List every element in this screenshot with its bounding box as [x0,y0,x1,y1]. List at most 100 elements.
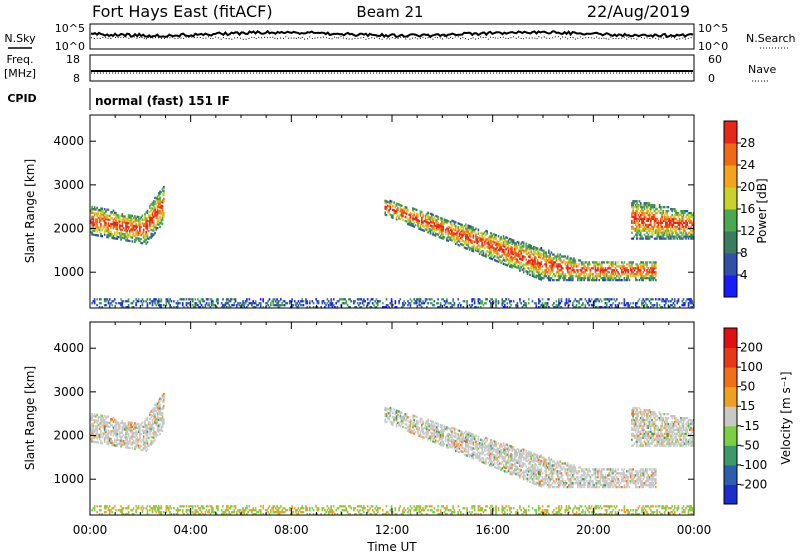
power-cell [520,266,523,269]
power-cell [441,225,443,228]
velocity-cell [144,441,146,444]
velocity-cell [412,416,414,419]
power-cell [386,304,389,307]
power-cell [92,300,95,303]
power-cell [457,243,460,247]
power-cell [161,201,164,204]
power-cell [571,259,574,262]
velocity-cell [498,452,501,455]
power-cell [385,304,388,307]
velocity-cell [154,431,156,434]
velocity-cell [117,425,120,428]
power-cell [432,231,434,234]
power-cell [471,304,473,307]
power-cell [444,228,447,232]
power-cell [682,233,685,236]
power-cell [636,229,638,232]
power-cell [464,237,467,240]
power-cell [632,237,634,240]
power-cell [531,253,534,256]
power-cell [327,300,330,303]
power-cell [512,251,515,254]
velocity-cell [510,465,512,468]
velocity-cell [123,444,126,447]
power-cell [648,204,651,207]
power-cell [155,197,158,200]
power-cell [473,229,476,232]
power-cell [615,306,618,309]
power-cell [100,219,102,222]
velocity-cell [493,462,496,465]
velocity-cell [145,424,148,427]
power-cell [129,214,131,217]
power-cell [690,298,692,301]
velocity-cell [145,432,148,435]
power-cell [433,228,436,231]
power-cell [131,230,134,233]
power-cell [409,221,412,225]
power-cell [157,201,160,205]
power-cell [511,250,514,253]
power-cell [641,219,643,223]
velocity-cell [443,427,446,430]
power-cell [176,302,179,305]
power-cell [151,213,154,216]
power-cell [678,219,681,223]
power-cell [321,302,324,305]
velocity-cell [100,430,102,433]
velocity-cell [132,441,135,444]
power-cell [631,206,633,209]
power-cell [519,243,521,247]
power-cell [453,304,456,307]
power-cell [646,265,648,268]
velocity-cell [154,421,156,424]
power-cell [478,244,481,248]
power-cell [624,304,627,307]
power-cell [555,306,558,309]
power-cell [161,214,164,218]
velocity-cell [118,425,121,428]
velocity-cell [121,441,124,444]
power-cell [540,276,543,279]
power-cell [564,275,567,278]
power-cell [420,302,423,305]
power-cell [413,298,416,301]
power-cell [622,271,624,274]
power-cell [385,306,388,309]
power-cell [432,219,434,222]
power-cell [682,298,685,301]
velocity-cell [117,427,120,430]
power-cell [529,256,531,259]
power-cell [477,232,480,235]
velocity-cell [478,446,481,449]
power-cell [637,265,640,268]
power-cell [516,258,519,261]
velocity-cell [142,435,145,438]
power-cell [618,276,621,280]
velocity-cell [400,417,403,420]
power-cell [651,217,653,221]
power-cell [330,304,332,307]
power-cell [441,237,443,240]
velocity-cell [132,433,135,437]
velocity-cell [500,462,502,466]
power-cell [127,298,130,301]
velocity-cell [502,448,505,451]
velocity-cell [139,425,141,428]
velocity-cell [500,450,502,454]
power-cell [690,225,692,228]
velocity-cell [106,425,109,428]
power-cell [592,267,594,270]
power-cell [424,216,427,219]
power-cell [668,233,671,236]
power-cell [115,211,117,215]
power-cell [127,225,130,229]
power-cell [398,217,400,220]
power-cell [122,306,125,309]
power-cell [590,267,593,270]
cpid-text: normal (fast) 151 IF [95,94,230,108]
power-cell [588,267,590,270]
power-cell [672,231,675,234]
velocity-cell [152,416,155,420]
power-cell [636,200,638,203]
